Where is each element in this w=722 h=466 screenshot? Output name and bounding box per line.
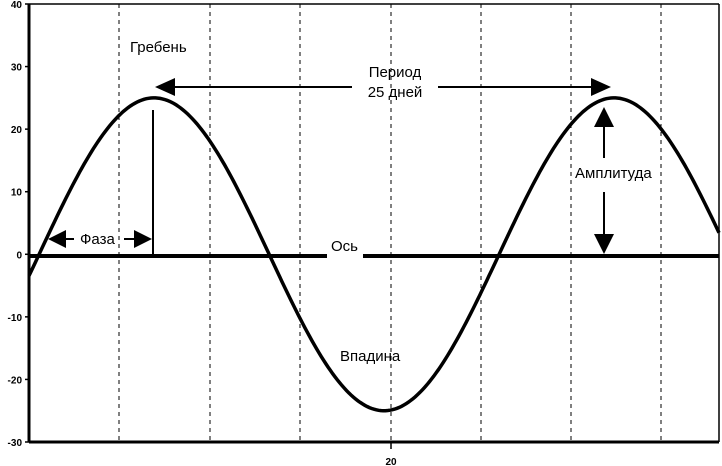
x-tick-label: 20 bbox=[385, 457, 397, 466]
period-arrow-left-icon bbox=[155, 78, 175, 96]
y-tick-label: 0 bbox=[16, 250, 22, 261]
y-tick-label: 40 bbox=[11, 0, 23, 11]
amplitude-label: Амплитуда bbox=[575, 165, 652, 182]
crest-label: Гребень bbox=[130, 39, 187, 56]
phase-label: Фаза bbox=[80, 231, 115, 248]
y-tick-label: 10 bbox=[11, 188, 23, 199]
y-ticks: 40 30 20 10 0 -10 -20 -30 bbox=[8, 0, 29, 449]
trough-label: Впадина bbox=[340, 348, 401, 365]
vertical-grid bbox=[118, 4, 662, 442]
y-tick-label: -30 bbox=[8, 438, 23, 449]
y-tick-label: -20 bbox=[8, 375, 23, 386]
period-label-line1: Период bbox=[369, 64, 422, 81]
y-tick-label: -10 bbox=[8, 313, 23, 324]
phase-arrow-left-icon bbox=[48, 230, 66, 248]
amplitude-arrow-up-icon bbox=[594, 107, 614, 127]
period-arrow-right-icon bbox=[591, 78, 611, 96]
y-tick-label: 20 bbox=[11, 125, 23, 136]
sine-wave-curve bbox=[27, 96, 721, 413]
amplitude-arrow-down-icon bbox=[594, 234, 614, 254]
y-tick-label: 30 bbox=[11, 63, 23, 74]
axis-label: Ось bbox=[331, 238, 358, 255]
period-label-line2: 25 дней bbox=[368, 84, 423, 101]
phase-arrow-right-icon bbox=[134, 230, 152, 248]
